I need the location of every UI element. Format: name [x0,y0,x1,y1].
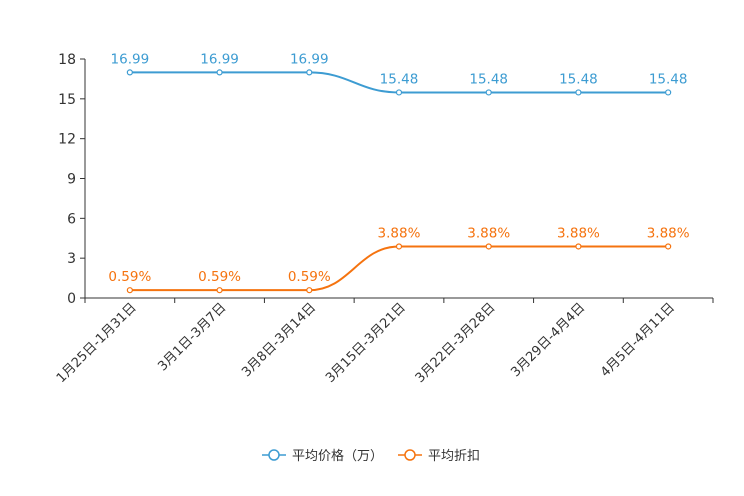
legend-marker-icon [268,449,280,461]
data-label: 0.59% [108,269,151,285]
data-point [216,287,223,294]
data-label: 15.48 [559,71,598,87]
data-label: 16.99 [200,51,239,67]
y-tick-label: 18 [58,52,76,68]
data-label: 16.99 [111,51,150,67]
legend[interactable]: 平均价格（万） 平均折扣 [262,448,480,464]
series-avg-price: 16.99 16.99 16.99 15.48 15.48 15.48 15.48 [111,51,688,96]
y-tick-label: 12 [58,132,76,148]
data-point [485,243,492,250]
data-point [306,69,313,76]
legend-item-avg-discount[interactable]: 平均折扣 [398,449,480,464]
x-tick-label: 3月15日-3月21日 [323,300,409,386]
data-label: 15.48 [380,71,419,87]
y-tick-label: 15 [58,92,76,108]
data-label: 0.59% [288,269,331,285]
y-axis: 0 3 6 9 12 15 18 [58,52,86,307]
data-label: 15.48 [469,71,508,87]
data-label: 0.59% [198,269,241,285]
x-axis: 1月25日-1月31日 3月1日-3月7日 3月8日-3月14日 3月15日-3月21… [54,297,714,386]
series-avg-discount: 0.59% 0.59% 0.59% 3.88% 3.88% 3.88% 3.88% [108,225,690,294]
legend-marker-icon [404,449,416,461]
x-tick-label: 4月5日-4月11日 [598,300,678,380]
data-point [485,89,492,96]
data-point [665,243,672,250]
data-point [395,89,403,96]
data-label: 3.88% [557,225,600,241]
y-tick-label: 6 [67,211,76,227]
series-group: 16.99 16.99 16.99 15.48 15.48 15.48 15.48 0.59%… [108,51,690,294]
data-point [126,69,133,76]
legend-item-avg-price[interactable]: 平均价格（万） [262,448,383,464]
data-label: 3.88% [647,225,690,241]
data-point [665,89,672,96]
y-tick-label: 0 [67,291,76,307]
legend-label: 平均价格（万） [292,448,383,464]
x-tick-label: 3月22日-3月28日 [413,300,499,386]
data-label: 3.88% [467,225,510,241]
data-label: 16.99 [290,51,329,67]
x-tick-label: 3月29日-4月4日 [508,300,588,380]
data-point [575,243,582,250]
x-tick-label: 3月8日-3月14日 [239,300,319,380]
data-point [216,69,223,76]
data-point [575,89,582,96]
data-label: 3.88% [378,225,421,241]
data-point [395,243,403,250]
data-point [126,287,133,294]
y-tick-label: 3 [67,251,76,267]
legend-label: 平均折扣 [428,449,480,464]
x-tick-label: 1月25日-1月31日 [54,300,140,386]
data-point [306,287,313,294]
data-label: 15.48 [649,71,688,87]
y-tick-label: 9 [67,172,76,188]
x-tick-label: 3月1日-3月7日 [155,300,229,374]
